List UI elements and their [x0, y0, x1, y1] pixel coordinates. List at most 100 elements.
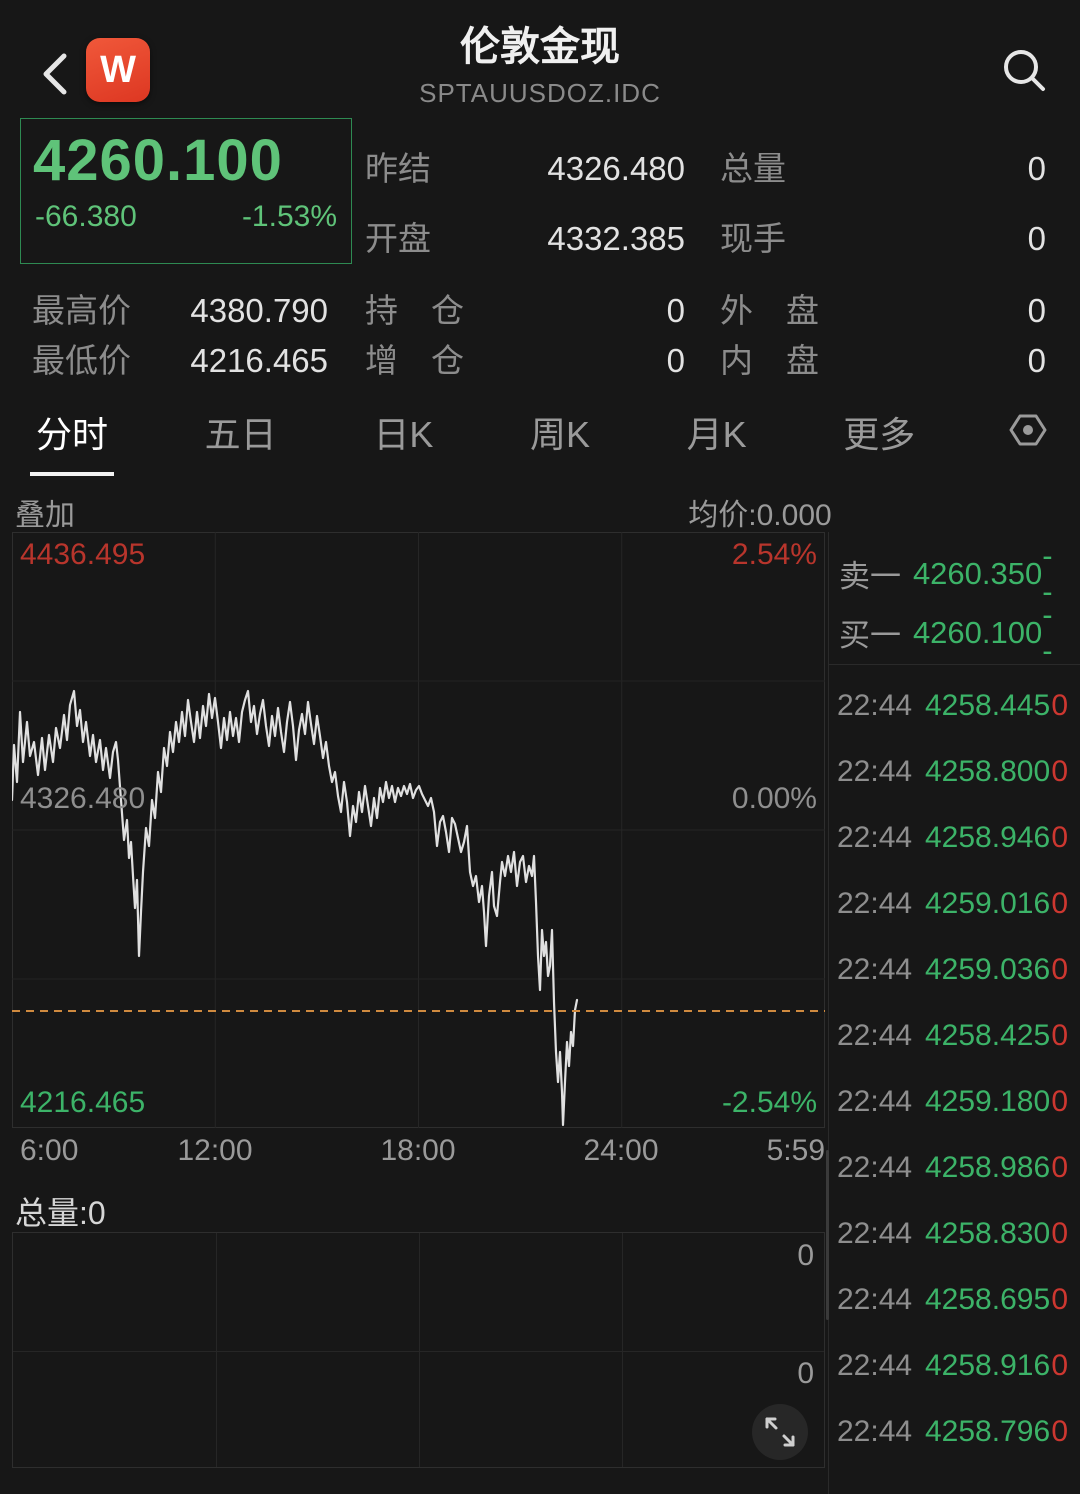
wind-app-letter: W: [100, 48, 136, 91]
stat-value: 0: [1027, 292, 1046, 329]
stat-label: 昨结: [365, 150, 431, 187]
x-tick: 6:00: [20, 1134, 79, 1167]
stat-low: 最低价 4216.465: [32, 334, 328, 382]
tick-row: 22:44 4259.036 0: [829, 937, 1080, 1003]
x-tick: 5:59: [766, 1134, 825, 1167]
tick-volume: 0: [1051, 1151, 1068, 1184]
back-button[interactable]: [36, 48, 76, 100]
volume-chart: 0 0: [12, 1232, 825, 1468]
tick-price: 4259.016: [925, 887, 1051, 920]
tab-monthly-k[interactable]: 月K: [686, 414, 747, 455]
grid-line: [13, 1351, 824, 1352]
chart-tabbar: 分时 五日 日K 周K 月K 更多: [0, 396, 1080, 476]
stat-outer-disc: 外 盘 0: [720, 284, 1046, 332]
order-book-panel: 卖一 4260.350 -- 买一 4260.100 -- 22:44 4258.…: [828, 532, 1080, 1494]
stat-value: 4216.465: [190, 342, 328, 379]
tick-volume: 0: [1051, 1085, 1068, 1118]
price-chart-canvas: [12, 532, 825, 1128]
tick-row: 22:44 4259.180 0: [829, 1069, 1080, 1135]
stat-open-interest: 持 仓 0: [365, 284, 685, 332]
tick-price: 4258.796: [925, 1415, 1051, 1448]
y-label-low: 4216.465: [20, 1086, 146, 1119]
search-icon: [1004, 50, 1045, 91]
tick-volume: 0: [1051, 1217, 1068, 1250]
tick-volume: 0: [1051, 953, 1068, 986]
wind-app-icon[interactable]: W: [86, 38, 150, 102]
tick-row: 22:44 4259.016 0: [829, 871, 1080, 937]
tab-daily-k[interactable]: 日K: [373, 414, 434, 455]
price-change-pct: -1.53%: [241, 200, 337, 233]
bid-price: 4260.100: [912, 614, 1043, 650]
overlay-button[interactable]: 叠加: [15, 499, 75, 532]
stat-label: 持 仓: [365, 292, 464, 329]
average-price-label: 均价:0.000: [688, 499, 832, 532]
tick-list[interactable]: 22:44 4258.445 0 22:44 4258.800 0 22:44 4258.94…: [829, 673, 1080, 1465]
stat-value: 4326.480: [547, 150, 685, 187]
last-price-dash-line: [12, 1009, 825, 1012]
stat-value: 0: [666, 342, 685, 379]
stat-inner-disc: 内 盘 0: [720, 334, 1046, 382]
stat-total-volume: 总量 0: [720, 142, 1046, 190]
search-button[interactable]: [998, 44, 1050, 96]
chart-settings-button[interactable]: [1006, 408, 1050, 457]
gear-icon: [1009, 414, 1047, 446]
tick-price: 4258.445: [925, 689, 1051, 722]
tick-time: 22:44: [837, 1151, 913, 1184]
tick-volume: 0: [1051, 1283, 1068, 1316]
stat-current-hand: 现手 0: [720, 212, 1046, 260]
stat-prev-close: 昨结 4326.480: [365, 142, 685, 190]
expand-icon: [765, 1417, 795, 1447]
ticker-code: SPTAUUSDOZ.IDC: [419, 78, 661, 108]
tick-price: 4258.830: [925, 1217, 1051, 1250]
tick-row: 22:44 4258.695 0: [829, 1267, 1080, 1333]
tab-more[interactable]: 更多: [843, 414, 916, 455]
last-price: 4260.100: [33, 128, 283, 193]
price-chart[interactable]: 4436.495 2.54% 4326.480 0.00% 4216.465 -…: [12, 532, 825, 1128]
y-label-mid: 4326.480: [20, 782, 146, 815]
tick-time: 22:44: [837, 1217, 913, 1250]
stat-value: 0: [1027, 150, 1046, 187]
stat-value: 0: [666, 292, 685, 329]
ask-size: --: [1042, 537, 1058, 609]
tick-price: 4258.800: [925, 755, 1051, 788]
price-line: [12, 689, 579, 1127]
tick-row: 22:44 4258.946 0: [829, 805, 1080, 871]
tick-volume: 0: [1051, 1349, 1068, 1382]
tab-minute[interactable]: 分时: [30, 396, 115, 476]
tab-weekly-k[interactable]: 周K: [529, 414, 590, 455]
y-label-mid-pct: 0.00%: [731, 782, 817, 815]
tick-time: 22:44: [837, 1085, 913, 1118]
tick-volume: 0: [1051, 1019, 1068, 1052]
tick-price: 4258.986: [925, 1151, 1051, 1184]
stat-high: 最高价 4380.790: [32, 284, 328, 332]
bid-label: 买一: [839, 618, 901, 653]
stat-label: 总量: [720, 150, 786, 187]
grid-line: [216, 1233, 217, 1467]
stat-value: 0: [1027, 342, 1046, 379]
tick-time: 22:44: [837, 1349, 913, 1382]
y-label-high-pct: 2.54%: [731, 538, 817, 571]
tick-volume: 0: [1051, 689, 1068, 722]
tick-time: 22:44: [837, 755, 913, 788]
volume-title: 总量:0: [15, 1195, 106, 1231]
last-price-box: 4260.100 -66.380 -1.53%: [20, 118, 352, 264]
price-change: -66.380: [35, 200, 137, 233]
scrollbar-thumb[interactable]: [826, 1150, 829, 1320]
stat-label: 最低价: [32, 342, 131, 379]
tick-time: 22:44: [837, 1415, 913, 1448]
tick-time: 22:44: [837, 1283, 913, 1316]
stat-open: 开盘 4332.385: [365, 212, 685, 260]
tick-time: 22:44: [837, 689, 913, 722]
stat-label: 内 盘: [720, 342, 819, 379]
tab-five-day[interactable]: 五日: [204, 414, 277, 455]
stat-label: 增 仓: [365, 342, 464, 379]
tick-volume: 0: [1051, 821, 1068, 854]
time-axis: 6:00 12:00 18:00 24:00 5:59: [12, 1134, 825, 1170]
tick-row: 22:44 4258.986 0: [829, 1135, 1080, 1201]
stat-interest-change: 增 仓 0: [365, 334, 685, 382]
volume-scale-value: 0: [797, 1239, 814, 1272]
expand-chart-button[interactable]: [752, 1404, 808, 1460]
stat-value: 0: [1027, 220, 1046, 257]
tick-price: 4259.036: [925, 953, 1051, 986]
tick-volume: 0: [1051, 1415, 1068, 1448]
